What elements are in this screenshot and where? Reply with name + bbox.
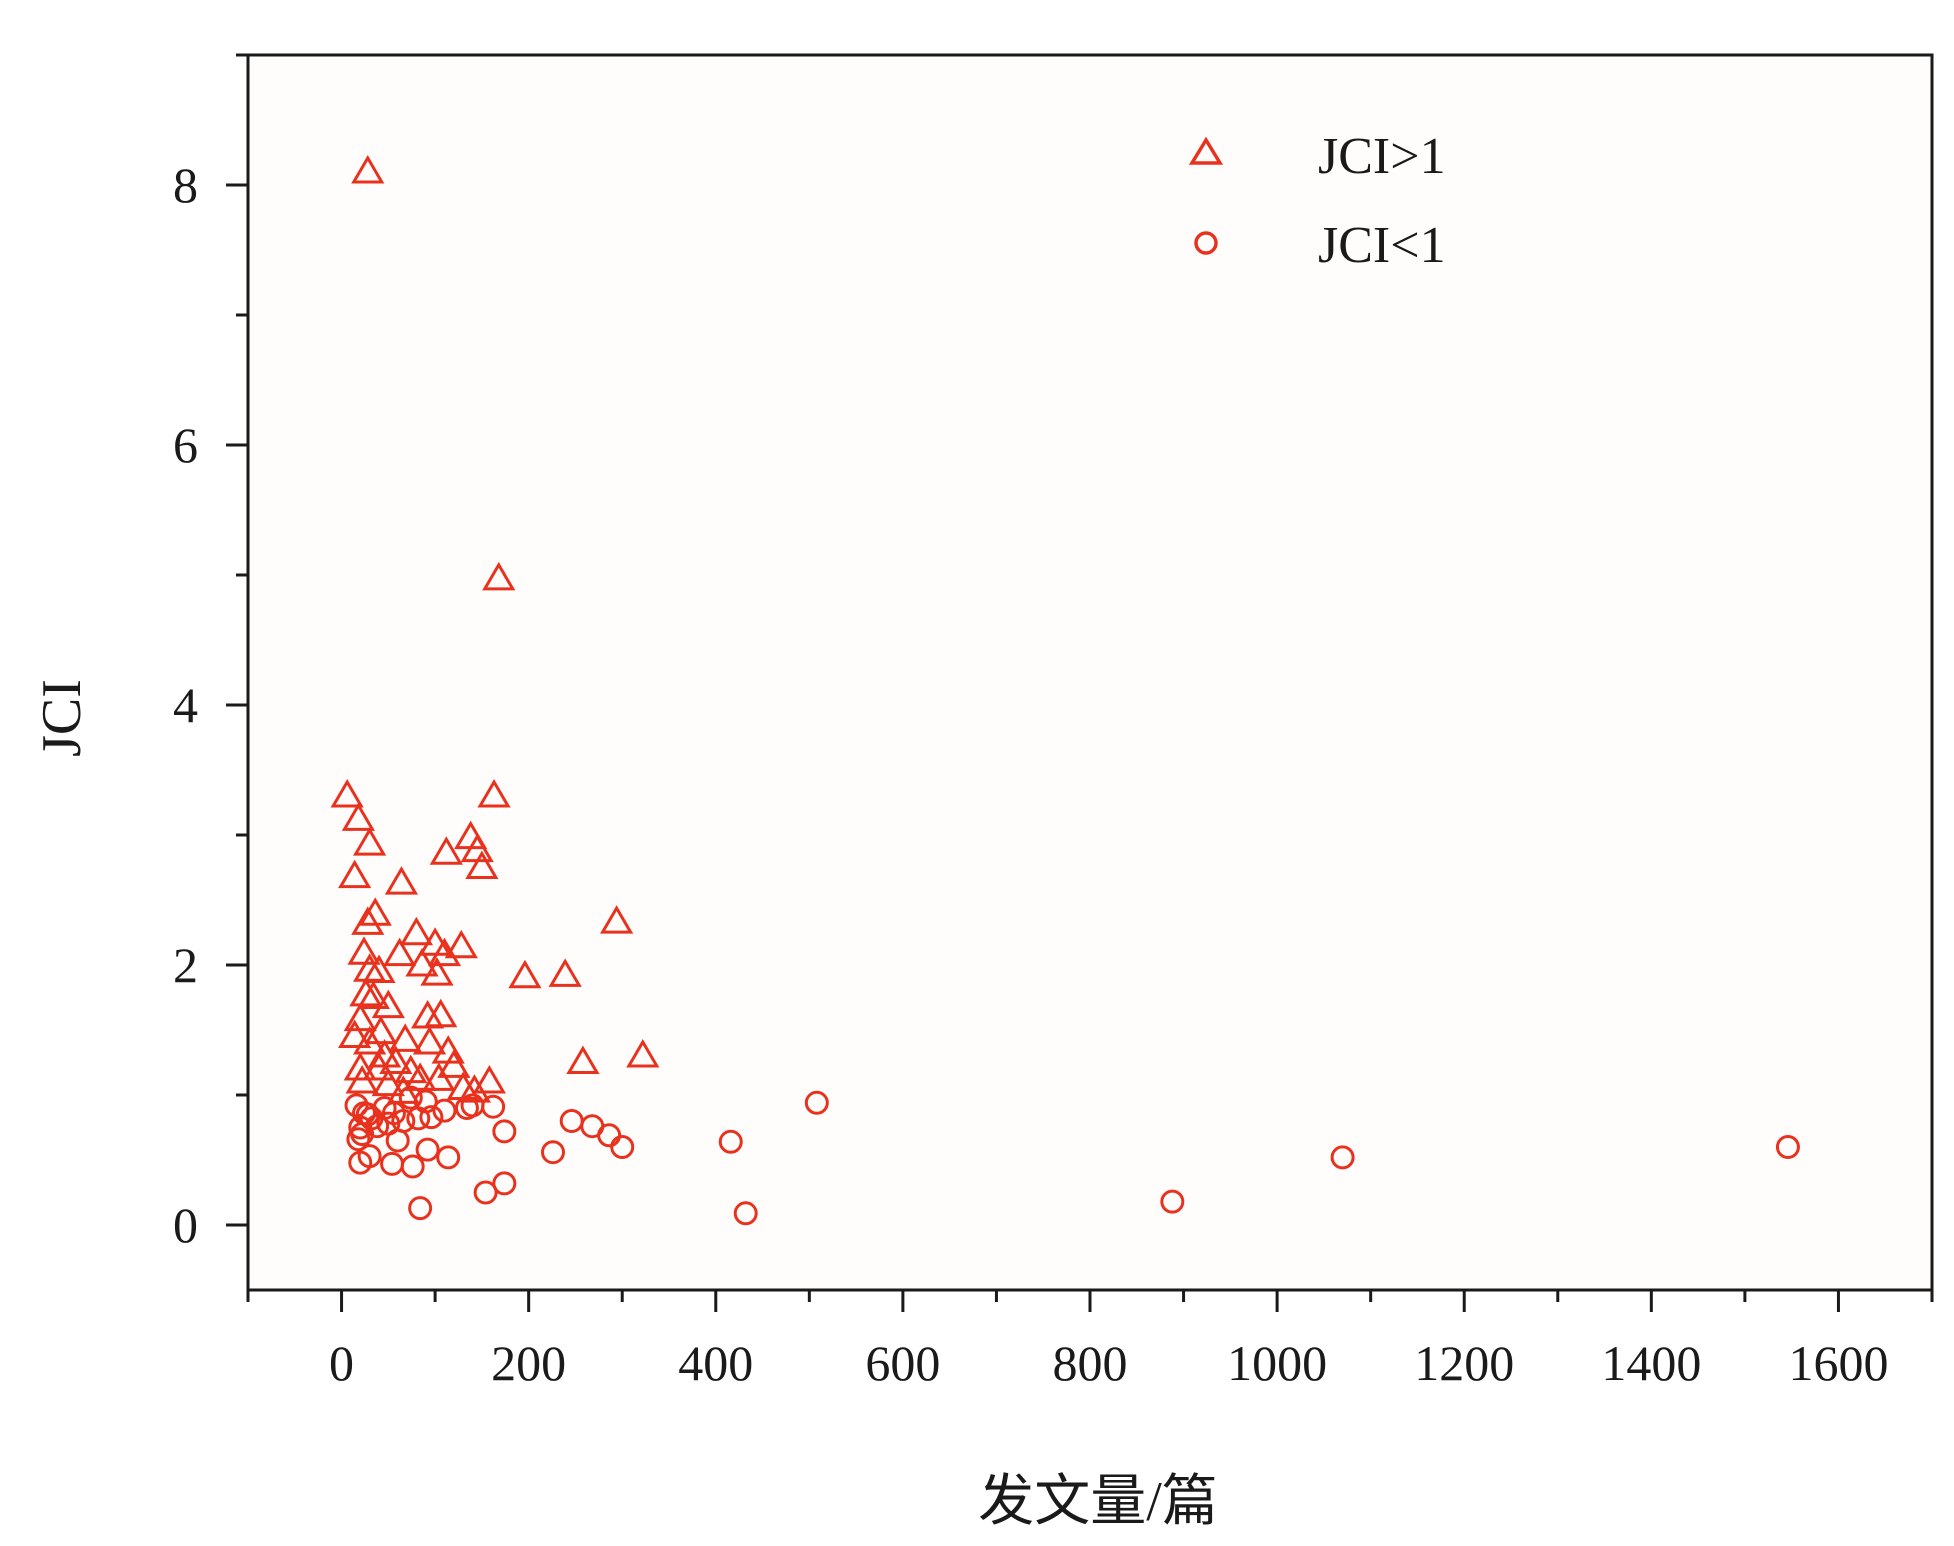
circle-point [432,1098,457,1123]
triangle-point [382,937,417,967]
y-tick-label: 2 [173,937,198,993]
circle-point [804,1090,829,1115]
legend-label-circle: JCI<1 [1318,217,1446,274]
triangle-point [427,937,462,967]
circle-point [481,1094,506,1119]
y-axis-title: JCI [31,679,93,757]
circle-point [610,1135,635,1159]
triangle-point [343,1052,377,1081]
triangle-point [345,1065,379,1094]
triangle-point [465,850,499,879]
triangle-point [548,958,582,987]
triangle-point [508,959,542,989]
circle-point [415,1137,440,1162]
x-tick-label: 1400 [1601,1335,1701,1391]
circle-point [1330,1145,1355,1170]
x-tick-label: 1200 [1414,1335,1514,1391]
axis-ticks: 0 200 400 600 800 1000 1200 1400 1600 0 2 4 6 8 [173,53,1934,1391]
legend-circle-marker [1194,231,1218,255]
triangle-point [424,998,458,1028]
triangle-point [388,1023,422,1052]
y-tick-label: 4 [173,677,198,733]
y-tick-label: 6 [173,417,198,473]
circle-point [492,1119,517,1144]
circle-point [718,1129,743,1154]
triangle-point [386,1075,420,1104]
triangle-point [626,1039,660,1068]
triangle-point [482,561,516,591]
y-tick-label: 0 [173,1197,198,1253]
x-tick-label: 200 [491,1335,566,1391]
triangle-point [338,1019,372,1048]
triangle-point [472,1065,506,1094]
circle-point [400,1154,425,1179]
triangle-point [338,859,372,889]
x-tick-label: 400 [678,1335,753,1391]
triangle-point [429,836,463,865]
triangle-point [356,980,390,1009]
plot-frame [246,53,1934,1292]
triangle-point [412,1026,447,1055]
circle-point [473,1180,498,1205]
circle-point [385,1128,410,1153]
triangle-point [341,802,376,831]
data-marks [330,155,1800,1226]
triangle-point [379,1045,413,1074]
triangle-point [399,916,434,946]
triangle-point [371,989,405,1019]
triangle-point [364,1015,398,1045]
circle-point [398,1085,423,1110]
plot-area [248,55,1932,1290]
triangle-point [362,1052,396,1081]
triangle-point [420,957,454,986]
x-tick-label: 800 [1053,1335,1128,1391]
circle-point [733,1201,758,1226]
triangle-point [599,905,634,934]
triangle-point [444,929,478,959]
circle-point [540,1140,565,1165]
triangle-point [477,779,511,808]
triangle-point [384,866,419,895]
legend: JCI>1 JCI<1 [1188,128,1446,274]
triangle-point [353,827,387,856]
circle-point [1160,1189,1185,1214]
circle-point [408,1196,433,1221]
triangle-point [351,155,385,184]
circle-point [419,1105,444,1130]
circle-point [346,1127,371,1152]
triangle-point [437,1049,471,1078]
x-tick-label: 1000 [1227,1335,1327,1391]
triangle-point [405,948,439,977]
triangle-point [371,1067,405,1097]
triangle-point [403,1062,437,1091]
circle-point [492,1171,517,1196]
triangle-point [362,954,396,983]
legend-label-triangle: JCI>1 [1318,128,1446,185]
triangle-point [330,779,364,808]
triangle-point [566,1045,600,1074]
x-tick-label: 600 [865,1335,940,1391]
x-tick-label: 1600 [1788,1335,1888,1391]
circle-point [348,1150,373,1175]
circle-point [1775,1135,1800,1159]
triangle-point [351,906,385,935]
y-tick-label: 8 [173,157,198,213]
circle-point [436,1145,461,1170]
x-tick-label: 0 [329,1335,354,1391]
legend-triangle-marker [1188,136,1224,165]
triangle-point [353,1026,387,1055]
triangle-point [349,977,383,1007]
triangle-point [422,1062,456,1091]
circle-point [406,1106,431,1131]
x-axis-title: 发文量/篇 [978,1471,1218,1533]
